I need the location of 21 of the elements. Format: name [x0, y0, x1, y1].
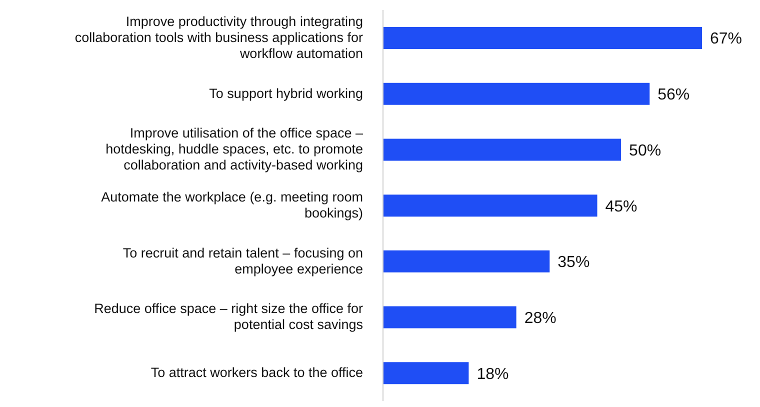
y-tick-label: Improve utilisation of the office space – hotdesking, huddle spaces, etc. to promote collaboration and activity-based working	[106, 125, 364, 172]
data-label: 18%	[476, 366, 509, 383]
data-label: 35%	[558, 254, 590, 272]
bar	[383, 27, 702, 49]
bar	[383, 362, 469, 384]
data-label: 67%	[710, 30, 742, 48]
data-label: 56%	[658, 86, 690, 104]
y-tick-label: Automate the workplace (e.g. meeting room bookings)	[101, 189, 363, 220]
bar	[383, 138, 622, 161]
data-label: 50%	[629, 142, 662, 160]
data-label: 45%	[605, 198, 638, 216]
bar	[383, 194, 598, 217]
bar	[383, 250, 550, 272]
y-tick-label: Improve productivity through integrating collaboration tools with business applications for workflow automation	[74, 13, 364, 60]
y-tick-label: To attract workers back to the office	[150, 364, 363, 380]
y-tick-label: To recruit and retain talent – focusing on employee experience	[122, 244, 363, 276]
bar	[383, 306, 516, 328]
y-tick-label: Reduce office space – right size the office for potential cost savings	[94, 300, 364, 332]
bar	[383, 82, 650, 105]
y-tick-label: To support hybrid working	[209, 85, 363, 100]
data-label: 28%	[524, 310, 556, 327]
